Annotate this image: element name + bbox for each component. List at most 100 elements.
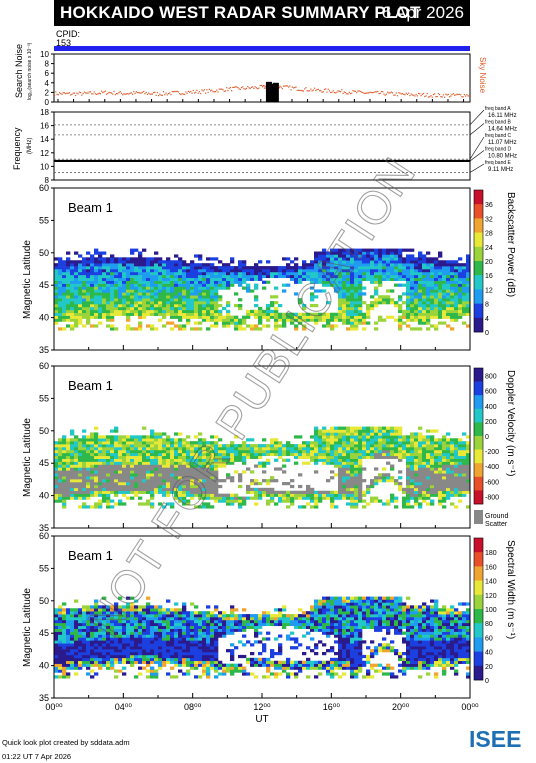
heatmap-cell [254,274,259,279]
heatmap-cell [302,493,307,497]
heatmap-cell [438,490,443,494]
colorbar-tick-label: 200 [485,419,497,426]
heatmap-cell [346,315,351,319]
heatmap-cell [186,499,191,503]
noise-dot [301,90,303,92]
heatmap-cell [418,481,423,486]
noise-dot [75,94,77,97]
heatmap-cell [90,263,95,267]
heatmap-cell [62,663,67,667]
heatmap-cell [438,461,443,465]
heatmap-cell [142,476,147,480]
heatmap-cell [430,271,435,276]
heatmap-cell [458,303,463,308]
heatmap-cell [386,499,391,503]
heatmap-cell [78,654,83,659]
heatmap-cell [106,274,111,279]
heatmap-cell [298,301,303,305]
heatmap-cell [98,461,103,465]
noise-dot [94,93,97,95]
heatmap-cell [382,263,387,267]
noise-dot [73,92,76,94]
heatmap-cell [210,298,215,302]
heatmap-cell [318,490,323,494]
heatmap-cell [150,266,155,270]
heatmap-cell [94,617,99,621]
heatmap-cell [110,619,115,624]
heatmap-cell [86,251,91,255]
heatmap-cell [110,303,115,308]
heatmap-cell [162,481,167,486]
heatmap-cell [366,429,371,433]
heatmap-cell [258,271,263,276]
colorbar-segment [474,190,483,205]
heatmap-cell [454,476,459,480]
heatmap-cell [358,269,363,273]
heatmap-cell [402,257,407,261]
heatmap-cell [142,484,147,489]
heatmap-cell [146,309,151,314]
heatmap-cell [58,619,63,624]
heatmap-cell [314,315,319,319]
heatmap-cell [238,266,243,270]
heatmap-cell [130,496,135,500]
heatmap-cell [286,266,291,270]
heatmap-cell [406,315,411,319]
heatmap-cell [94,306,99,311]
heatmap-cell [310,303,315,308]
heatmap-cell [234,321,239,325]
heatmap-cell [66,292,71,296]
heatmap-cell [258,315,263,319]
heatmap-cell [398,426,403,430]
heatmap-cell [354,295,359,299]
heatmap-cell [62,602,67,606]
noise-dot [140,92,142,94]
heatmap-cell [114,303,119,308]
heatmap-cell [82,470,87,474]
heatmap-cell [458,476,463,480]
heatmap-cell [358,283,363,287]
heatmap-cell [250,324,255,328]
heatmap-cell [450,481,455,486]
heatmap-cell [310,260,315,264]
heatmap-cell [134,435,139,439]
heatmap-cell [262,449,267,454]
heatmap-cell [114,657,119,662]
frequency-ytick-label: 12 [40,149,49,158]
heatmap-cell [170,309,175,314]
heatmap-cell [282,312,287,316]
heatmap-cell [338,318,343,322]
colorbar-segment [474,275,483,290]
heatmap-cell [194,490,199,494]
heatmap-cell [146,306,151,311]
noise-dot [405,92,407,94]
heatmap-cell [102,260,107,264]
heatmap-cell [114,605,119,609]
heatmap-cell [82,263,87,267]
heatmap-cell [138,283,143,287]
heatmap-cell [94,602,99,606]
heatmap-cell [106,455,111,459]
heatmap-cell [170,490,175,494]
heatmap-cell [74,458,79,462]
heatmap-cell [270,438,275,442]
heatmap-cell [350,441,355,445]
heatmap-cell [266,309,271,314]
heatmap-cell [98,269,103,273]
heatmap-cell [58,649,63,653]
heatmap-cell [110,438,115,442]
heatmap-cell [110,277,115,281]
heatmap-cell [214,295,219,299]
heatmap-cell [322,458,327,462]
heatmap-cell [182,324,187,328]
heatmap-cell [302,269,307,273]
noise-dot [358,90,360,92]
heatmap-cell [334,455,339,459]
heatmap-cell [54,479,59,483]
heatmap-cell [462,289,467,293]
noise-dot [263,84,265,87]
heatmap-cell [350,263,355,267]
heatmap-cell [266,280,271,284]
heatmap-cell [398,444,403,448]
colorbar-frame [473,189,484,333]
